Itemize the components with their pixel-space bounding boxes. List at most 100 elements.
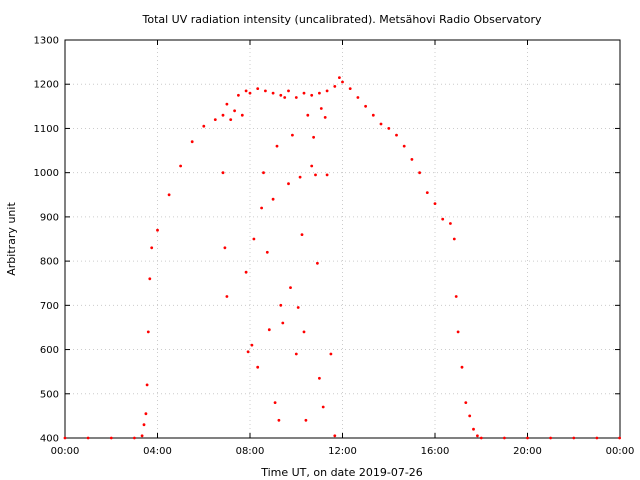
data-point [319,107,323,110]
data-point [221,113,225,117]
data-point [277,418,281,422]
data-point [250,343,254,347]
data-point [179,164,183,168]
y-tick-label: 700 [40,301,59,312]
data-point [63,436,67,440]
data-point [433,202,437,206]
data-point [267,328,271,332]
data-point [190,140,194,144]
data-point [140,434,144,438]
data-point [325,89,329,93]
data-point [213,118,217,121]
y-tick-label: 900 [40,212,59,223]
data-point [452,237,456,241]
data-point [225,102,229,106]
data-point [387,126,391,130]
data-point [479,436,483,440]
data-point [348,87,352,90]
chart-title: Total UV radiation intensity (uncalibrat… [142,13,542,26]
data-point [260,206,263,210]
data-point [333,434,337,438]
data-point [279,303,283,307]
data-point [323,116,327,119]
x-tick-label: 00:00 [51,446,80,457]
data-point [456,330,460,334]
data-point [271,91,275,95]
data-point [264,89,267,93]
data-point [341,80,344,84]
y-tick-label: 1200 [34,80,59,91]
data-point [252,237,256,241]
x-tick-label: 20:00 [513,446,542,457]
data-point [109,436,113,440]
y-tick-label: 500 [40,389,59,400]
data-point [618,436,621,440]
data-point [133,436,136,440]
y-tick-label: 1300 [34,36,59,47]
data-point [476,434,479,438]
data-point [291,133,294,137]
data-point [454,295,458,298]
data-point [237,93,240,97]
data-point [300,233,304,237]
data-point [240,113,244,117]
data-point [287,182,290,186]
data-point [503,436,506,440]
x-tick-label: 04:00 [143,446,172,457]
data-point [233,109,237,113]
data-point [283,96,287,99]
data-point [314,173,317,177]
x-tick-label: 16:00 [421,446,450,457]
data-point [248,91,252,95]
y-axis-tick-labels: 400 500 600 700 800 900 1000 1100 1200 1300 [34,36,59,445]
data-point [146,330,150,334]
data-point [410,158,414,161]
data-point [379,122,383,126]
data-point [310,93,314,97]
data-point [150,246,154,250]
data-points [63,76,621,440]
data-point [156,228,159,232]
data-point [302,91,306,95]
data-point [244,270,248,274]
data-point [223,246,227,250]
data-point [265,250,269,254]
y-axis-label: Arbitrary unit [5,202,18,276]
data-point [167,193,171,197]
data-point [402,144,406,148]
data-point [294,352,298,356]
data-point [549,436,552,440]
data-point [246,350,250,354]
grid [65,40,620,438]
data-point [275,144,279,148]
data-point [395,133,398,137]
data-point [468,414,472,418]
data-point [364,104,367,108]
data-point [572,436,576,440]
plot-frame [64,39,621,439]
data-point [418,171,421,175]
data-point [256,87,260,90]
y-tick-label: 600 [40,345,59,356]
data-point [371,113,375,117]
data-point [464,401,468,404]
data-point [145,383,149,387]
data-point [321,405,325,409]
x-tick-label: 00:00 [606,446,635,457]
data-point [221,171,225,175]
axis-ticks [64,39,621,439]
data-point [304,418,308,422]
data-point [460,365,464,369]
data-point [202,124,206,128]
data-point [244,89,248,93]
data-point [296,306,300,309]
data-point [271,197,275,201]
x-tick-label: 08:00 [236,446,265,457]
data-point [526,436,529,440]
data-point [86,436,90,440]
data-point [595,436,599,440]
data-point [142,423,146,427]
data-point [289,286,292,289]
data-point [229,118,233,121]
data-point [294,96,298,99]
